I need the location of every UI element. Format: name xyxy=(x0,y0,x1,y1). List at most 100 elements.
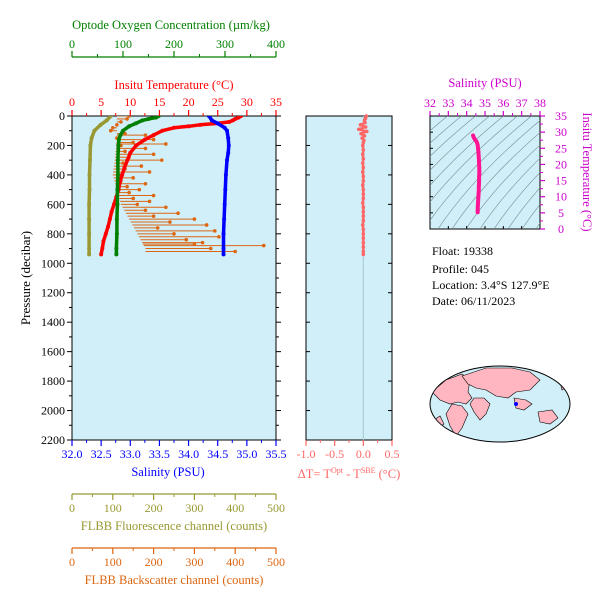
delta-t-point xyxy=(360,152,365,157)
delta-t-point xyxy=(361,140,366,145)
ts-temperature-tick-label: 10 xyxy=(555,190,567,204)
ts-salinity-tick-label: 32 xyxy=(424,96,436,110)
fluorescence-point xyxy=(98,122,103,127)
oxygen-point xyxy=(115,158,120,163)
density-contour xyxy=(535,222,540,229)
backscatter-point xyxy=(151,137,156,142)
delta-t-point xyxy=(360,170,365,174)
delta-t-point xyxy=(361,240,366,245)
backscatter-point xyxy=(111,125,115,130)
salinity-tick-label: 32.0 xyxy=(62,447,83,461)
float-id-text: Float: 19338 xyxy=(432,244,494,258)
salinity-point xyxy=(222,217,227,222)
temperature-point xyxy=(107,217,112,222)
delta-t-point xyxy=(358,123,363,127)
ts-point xyxy=(477,182,481,186)
density-contour xyxy=(437,120,540,229)
continent-shape xyxy=(513,397,533,411)
delta-t-tick-label: -1.0 xyxy=(297,447,316,461)
ts-point xyxy=(475,207,480,212)
delta-t-point xyxy=(360,223,365,227)
salinity-point xyxy=(225,158,230,163)
fluorescence-tick-label: 300 xyxy=(185,501,203,515)
backscatter-point xyxy=(168,220,172,224)
backscatter-point xyxy=(137,187,142,192)
ts-point xyxy=(475,143,480,147)
salinity-tick-label: 32.5 xyxy=(91,447,112,461)
float-location-marker xyxy=(514,402,518,406)
backscatter-point xyxy=(176,211,180,215)
oxygen-point xyxy=(121,128,125,133)
backscatter-tick-label: 400 xyxy=(226,555,244,569)
oxygen-tick-label: 300 xyxy=(216,37,234,51)
temperature-point xyxy=(111,202,116,207)
temperature-profile-line xyxy=(99,116,243,257)
fluorescence-point xyxy=(87,217,92,222)
oxygen-tick-label: 100 xyxy=(114,37,132,51)
backscatter-point xyxy=(119,120,123,124)
backscatter-point xyxy=(131,140,135,145)
backscatter-axis-label: FLBB Backscatter channel (counts) xyxy=(85,573,264,587)
temperature-axis-label: Insitu Temperature (°C) xyxy=(114,78,233,92)
delta-t-point xyxy=(360,161,365,165)
temperature-point xyxy=(186,124,191,129)
backscatter-point xyxy=(127,116,131,118)
backscatter-point xyxy=(204,223,209,227)
salinity-point xyxy=(223,187,228,192)
salinity-point xyxy=(226,150,231,155)
density-contour xyxy=(430,116,449,132)
temperature-tick-label: 10 xyxy=(124,95,136,109)
temperature-tick-label: 0 xyxy=(69,95,75,109)
backscatter-point xyxy=(172,232,176,236)
fluorescence-point xyxy=(87,246,92,251)
ts-point xyxy=(477,178,481,183)
density-contour xyxy=(465,144,540,229)
ts-salinity-tick-label: 38 xyxy=(534,96,546,110)
delta-t-point xyxy=(361,236,366,241)
backscatter-point xyxy=(139,164,144,168)
salinity-tick-label: 35.0 xyxy=(236,447,257,461)
oxygen-point xyxy=(127,124,132,129)
salinity-point xyxy=(226,136,231,141)
fluorescence-point xyxy=(108,116,113,118)
delta-t-point xyxy=(361,196,366,201)
pressure-tick-label: 2000 xyxy=(41,404,65,418)
ts-point xyxy=(477,165,482,170)
fluorescence-point xyxy=(87,172,92,177)
temperature-point xyxy=(103,231,108,236)
density-contour xyxy=(451,132,540,229)
density-contour xyxy=(430,116,505,186)
fluorescence-tick-label: 100 xyxy=(104,501,122,515)
continent-shape xyxy=(431,373,473,405)
continent-shape xyxy=(461,367,541,399)
temperature-point xyxy=(236,116,241,120)
density-contour xyxy=(479,157,540,229)
oxygen-point xyxy=(154,116,159,120)
fluorescence-point xyxy=(104,118,109,123)
salinity-point xyxy=(222,125,227,130)
density-contour xyxy=(507,187,540,229)
salinity-tick-label: 34.0 xyxy=(178,447,199,461)
oxygen-tick-label: 0 xyxy=(69,37,75,51)
salinity-profile-line xyxy=(207,116,231,257)
fluorescence-point xyxy=(92,128,97,133)
ts-point xyxy=(474,140,479,144)
temperature-point xyxy=(160,128,165,133)
oxygen-point xyxy=(115,187,120,192)
continent-shape xyxy=(469,397,491,421)
fluorescence-point xyxy=(88,143,93,148)
backscatter-point xyxy=(164,205,168,210)
salinity-tick-label: 34.5 xyxy=(207,447,228,461)
density-contour xyxy=(430,116,463,144)
backscatter-point xyxy=(217,234,221,239)
delta-t-plot-area xyxy=(305,115,393,441)
ts-plot-area xyxy=(429,115,541,230)
profile-number-text: Profile: 045 xyxy=(432,262,489,276)
temperature-point xyxy=(151,133,156,138)
ts-salinity-tick-label: 37 xyxy=(516,96,528,110)
fluorescence-point xyxy=(89,136,94,141)
pressure-tick-label: 1600 xyxy=(41,345,65,359)
delta-t-point xyxy=(361,227,366,232)
ts-point xyxy=(476,201,480,205)
